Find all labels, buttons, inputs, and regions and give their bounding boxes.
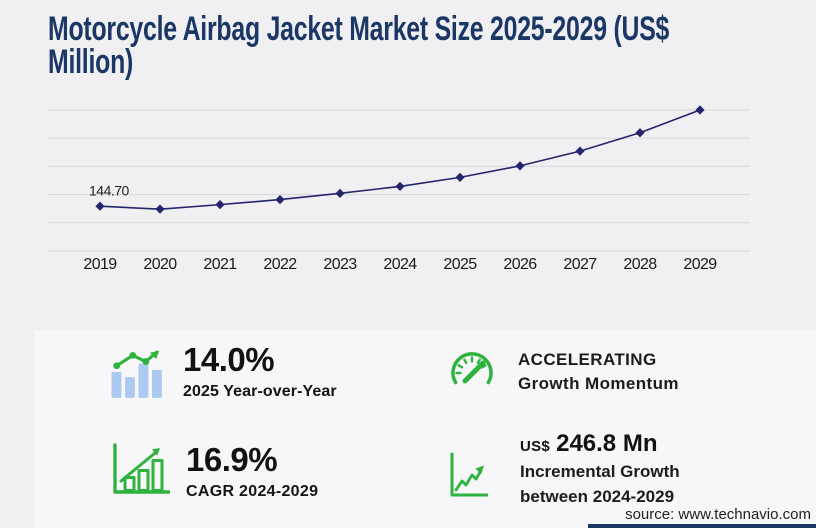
page-title: Motorcycle Airbag Jacket Market Size 202… xyxy=(48,10,670,81)
incremental-label-line2: between 2024-2029 xyxy=(520,487,675,506)
stats-panel xyxy=(35,330,816,528)
svg-text:144.70: 144.70 xyxy=(89,183,130,199)
svg-text:2028: 2028 xyxy=(623,256,657,273)
source-attribution: source: www.technavio.com xyxy=(625,506,811,523)
market-size-line-chart: 144.70 2019 2020 2021 2022 2023 2024 2025 2026 20… xyxy=(48,105,750,273)
gauge-icon xyxy=(451,352,493,385)
bar-growth-icon xyxy=(113,443,170,494)
svg-text:2019: 2019 xyxy=(83,256,117,273)
stat-growth-momentum: ACCELERATING Growth Momentum xyxy=(448,348,679,396)
svg-text:2022: 2022 xyxy=(263,256,297,273)
svg-text:2024: 2024 xyxy=(383,256,417,273)
yoy-value: 14.0% xyxy=(183,341,275,378)
page-title-line1: Motorcycle Airbag Jacket Market Size 202… xyxy=(48,10,670,48)
stat-incremental-growth: US$ 246.8 Mn Incremental Growth between … xyxy=(450,430,680,508)
incremental-value: 246.8 Mn xyxy=(556,430,658,457)
svg-text:2021: 2021 xyxy=(203,256,237,273)
momentum-label: Growth Momentum xyxy=(518,374,679,393)
svg-text:2026: 2026 xyxy=(503,256,537,273)
stat-cagr: 16.9% CAGR 2024-2029 xyxy=(112,442,318,501)
yoy-label: 2025 Year-over-Year xyxy=(183,383,337,400)
svg-text:2023: 2023 xyxy=(323,256,357,273)
line-growth-icon xyxy=(450,452,488,497)
cagr-label: CAGR 2024-2029 xyxy=(186,483,319,500)
bottom-accent-bar xyxy=(588,524,816,528)
svg-text:2029: 2029 xyxy=(683,256,717,273)
page-title-line2: Million) xyxy=(48,43,134,81)
currency-prefix: US$ xyxy=(520,438,551,455)
momentum-status: ACCELERATING xyxy=(518,350,657,369)
svg-text:2020: 2020 xyxy=(143,256,177,273)
incremental-value-row: US$ 246.8 Mn xyxy=(520,430,680,458)
stat-yoy-growth: 14.0% 2025 Year-over-Year xyxy=(110,342,337,401)
svg-text:2025: 2025 xyxy=(443,256,477,273)
incremental-label-line1: Incremental Growth xyxy=(520,462,680,481)
cagr-value: 16.9% xyxy=(186,441,278,478)
bar-trend-icon xyxy=(111,350,162,398)
svg-text:2027: 2027 xyxy=(563,256,597,273)
